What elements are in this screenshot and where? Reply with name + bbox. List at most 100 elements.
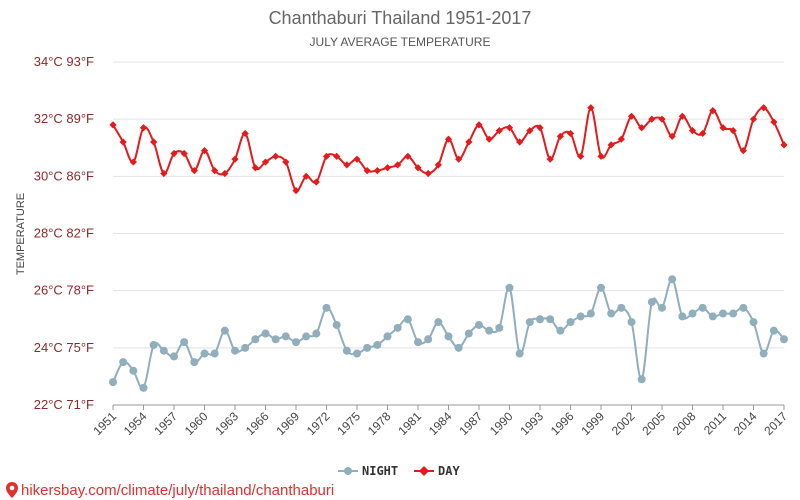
- data-point[interactable]: [139, 383, 148, 392]
- data-point[interactable]: [231, 155, 239, 163]
- data-point[interactable]: [719, 309, 727, 318]
- data-point[interactable]: [261, 329, 270, 338]
- data-point[interactable]: [302, 332, 311, 341]
- data-point[interactable]: [231, 346, 239, 355]
- data-point[interactable]: [322, 152, 331, 160]
- data-point[interactable]: [455, 155, 463, 163]
- data-point[interactable]: [505, 283, 514, 292]
- data-point[interactable]: [536, 315, 544, 324]
- data-point[interactable]: [414, 338, 422, 347]
- data-point[interactable]: [739, 303, 748, 312]
- data-point[interactable]: [302, 172, 310, 180]
- data-point[interactable]: [607, 141, 615, 149]
- data-point[interactable]: [586, 309, 595, 318]
- data-point[interactable]: [271, 335, 280, 344]
- data-point[interactable]: [709, 106, 717, 115]
- data-point[interactable]: [699, 129, 707, 138]
- data-point[interactable]: [546, 155, 554, 163]
- data-point[interactable]: [688, 127, 697, 135]
- data-point[interactable]: [343, 161, 351, 169]
- data-point[interactable]: [170, 149, 178, 158]
- data-point[interactable]: [434, 161, 442, 169]
- data-point[interactable]: [261, 158, 270, 166]
- data-point[interactable]: [403, 315, 412, 324]
- data-point[interactable]: [566, 318, 575, 327]
- data-point[interactable]: [638, 124, 646, 132]
- data-point[interactable]: [516, 138, 524, 146]
- data-point[interactable]: [617, 303, 626, 312]
- data-point[interactable]: [577, 152, 585, 160]
- data-point[interactable]: [647, 298, 656, 307]
- data-point[interactable]: [241, 129, 249, 138]
- data-point[interactable]: [394, 161, 402, 169]
- data-point[interactable]: [251, 164, 259, 172]
- data-point[interactable]: [627, 112, 636, 120]
- data-point[interactable]: [475, 121, 483, 129]
- data-point[interactable]: [536, 124, 544, 132]
- data-point[interactable]: [383, 164, 392, 172]
- data-point[interactable]: [627, 318, 636, 327]
- data-point[interactable]: [119, 358, 128, 367]
- data-point[interactable]: [220, 326, 229, 335]
- data-point[interactable]: [658, 303, 666, 312]
- data-point[interactable]: [749, 115, 758, 123]
- data-point[interactable]: [739, 147, 747, 155]
- data-point[interactable]: [414, 164, 422, 172]
- data-point[interactable]: [139, 124, 148, 132]
- data-point[interactable]: [404, 152, 412, 160]
- data-point[interactable]: [678, 312, 687, 321]
- legend-item-day[interactable]: DAY: [414, 464, 460, 478]
- data-point[interactable]: [749, 318, 758, 327]
- data-point[interactable]: [272, 152, 280, 160]
- data-point[interactable]: [180, 149, 188, 158]
- data-point[interactable]: [281, 332, 290, 341]
- data-point[interactable]: [251, 335, 260, 344]
- data-point[interactable]: [760, 104, 768, 112]
- data-point[interactable]: [353, 155, 361, 163]
- data-point[interactable]: [200, 349, 209, 358]
- data-point[interactable]: [332, 320, 341, 329]
- data-point[interactable]: [668, 275, 677, 284]
- data-point[interactable]: [485, 135, 493, 143]
- data-point[interactable]: [454, 343, 463, 352]
- data-point[interactable]: [363, 167, 371, 175]
- data-point[interactable]: [464, 329, 473, 338]
- data-point[interactable]: [475, 320, 483, 329]
- legend-item-night[interactable]: NIGHT: [338, 464, 398, 478]
- data-point[interactable]: [190, 358, 199, 367]
- data-point[interactable]: [322, 303, 331, 312]
- data-point[interactable]: [515, 349, 524, 358]
- data-point[interactable]: [109, 121, 117, 129]
- data-point[interactable]: [444, 332, 453, 341]
- data-point[interactable]: [129, 158, 137, 166]
- data-point[interactable]: [241, 343, 250, 352]
- data-point[interactable]: [769, 326, 778, 335]
- data-point[interactable]: [546, 315, 555, 324]
- data-point[interactable]: [587, 104, 595, 112]
- data-point[interactable]: [708, 312, 717, 321]
- data-point[interactable]: [373, 340, 382, 349]
- data-point[interactable]: [424, 335, 433, 344]
- data-point[interactable]: [424, 169, 432, 178]
- data-point[interactable]: [465, 138, 473, 146]
- data-point[interactable]: [526, 127, 534, 135]
- data-point[interactable]: [312, 178, 320, 186]
- data-point[interactable]: [363, 343, 372, 352]
- data-point[interactable]: [170, 352, 178, 361]
- data-point[interactable]: [597, 283, 605, 292]
- data-point[interactable]: [150, 138, 158, 146]
- data-point[interactable]: [159, 346, 168, 355]
- data-point[interactable]: [342, 346, 351, 355]
- data-point[interactable]: [566, 129, 575, 138]
- data-point[interactable]: [780, 141, 788, 149]
- data-point[interactable]: [495, 323, 504, 332]
- data-point[interactable]: [729, 127, 737, 135]
- data-point[interactable]: [200, 147, 209, 155]
- data-point[interactable]: [617, 135, 625, 143]
- data-point[interactable]: [576, 312, 585, 321]
- data-point[interactable]: [485, 326, 494, 335]
- data-point[interactable]: [668, 132, 676, 140]
- data-point[interactable]: [780, 335, 788, 344]
- data-point[interactable]: [556, 132, 564, 140]
- source-link[interactable]: hikersbay.com/climate/july/thailand/chan…: [6, 482, 334, 499]
